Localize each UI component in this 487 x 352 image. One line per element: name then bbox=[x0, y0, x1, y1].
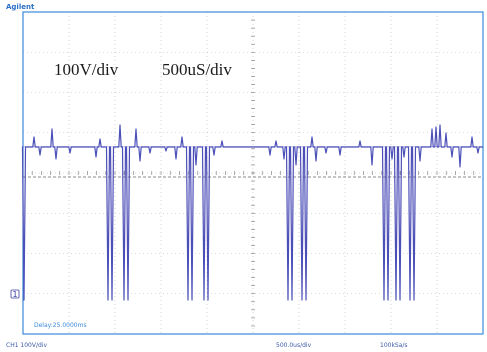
status-sample-rate: 100kSa/s bbox=[380, 342, 408, 349]
ground-marker-label: 1 bbox=[13, 290, 18, 299]
delay-readout: Delay:25.0000ms bbox=[34, 322, 87, 329]
trace-noise bbox=[22, 146, 482, 147]
status-channel-scale: CH1 100V/div bbox=[6, 342, 47, 349]
status-timebase: 500.0us/div bbox=[276, 342, 312, 349]
signal-trace bbox=[21, 124, 483, 301]
trace-path bbox=[21, 124, 483, 301]
ground-marker-box bbox=[10, 289, 20, 299]
channel-1-ground-marker[interactable]: 1 bbox=[10, 289, 20, 299]
brand-logo: Agilent bbox=[6, 3, 35, 11]
volts-per-div-annotation: 100V/div bbox=[54, 60, 119, 79]
time-per-div-annotation: 500uS/div bbox=[162, 60, 232, 79]
